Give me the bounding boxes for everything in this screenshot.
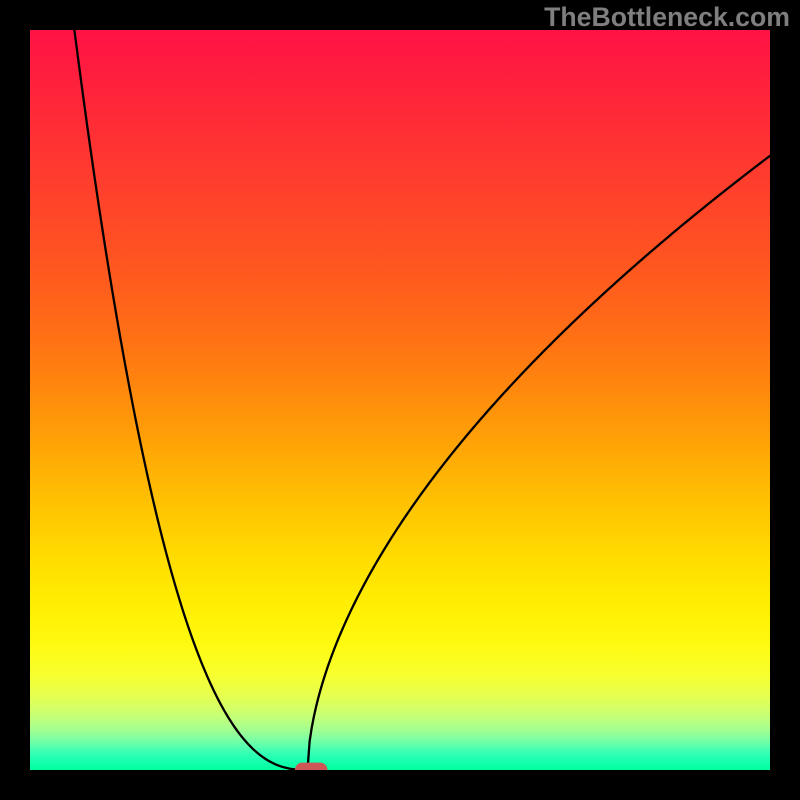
bottleneck-marker (295, 763, 328, 770)
figure-container: TheBottleneck.com (0, 0, 800, 800)
plot-area (30, 30, 770, 770)
watermark-text: TheBottleneck.com (544, 2, 790, 33)
gradient-background (30, 30, 770, 770)
